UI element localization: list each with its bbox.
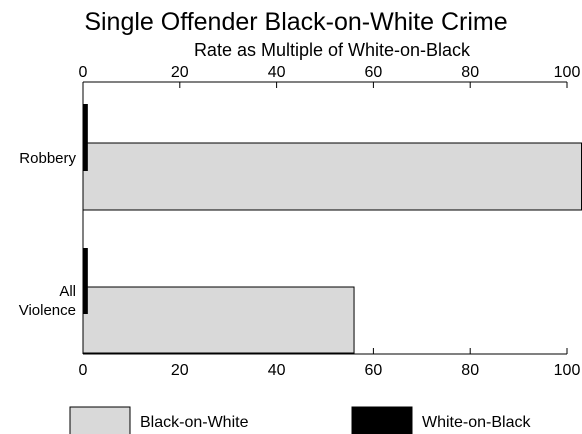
x-tick-label-top: 40 [268,64,286,81]
x-tick-label-bottom: 100 [554,362,581,379]
x-tick-label-top: 60 [365,64,383,81]
plot-area: 0 0 20 20 40 40 60 60 80 80 100 100 Robbery All Violen… [19,64,582,379]
legend-swatch [351,406,413,434]
legend-label: White-on-Black [422,414,531,431]
legend-swatch [69,406,131,434]
chart-legend: Black-on-White White-on-Black [69,406,531,434]
x-tick-label-bottom: 60 [365,362,383,379]
x-tick-label-bottom: 0 [79,362,88,379]
x-tick-label-top: 100 [554,64,581,81]
x-tick-label-bottom: 20 [171,362,189,379]
x-tick-label-top: 0 [79,64,88,81]
chart-title: Single Offender Black-on-White Crime [84,8,507,36]
x-tick-label-bottom: 40 [268,362,286,379]
legend-label: Black-on-White [140,414,249,431]
chart-subtitle: Rate as Multiple of White-on-Black [194,40,471,60]
x-tick-label-top: 80 [461,64,479,81]
category-label: Robbery [19,150,76,167]
bar-black-on-white [82,286,355,354]
category-label: All [59,283,76,300]
bar-white-on-black [83,104,88,171]
x-tick-label-bottom: 80 [461,362,479,379]
bar-white-on-black [83,248,88,314]
x-tick-label-top: 20 [171,64,189,81]
bar-black-on-white [82,142,582,211]
category-label: Violence [19,302,76,319]
